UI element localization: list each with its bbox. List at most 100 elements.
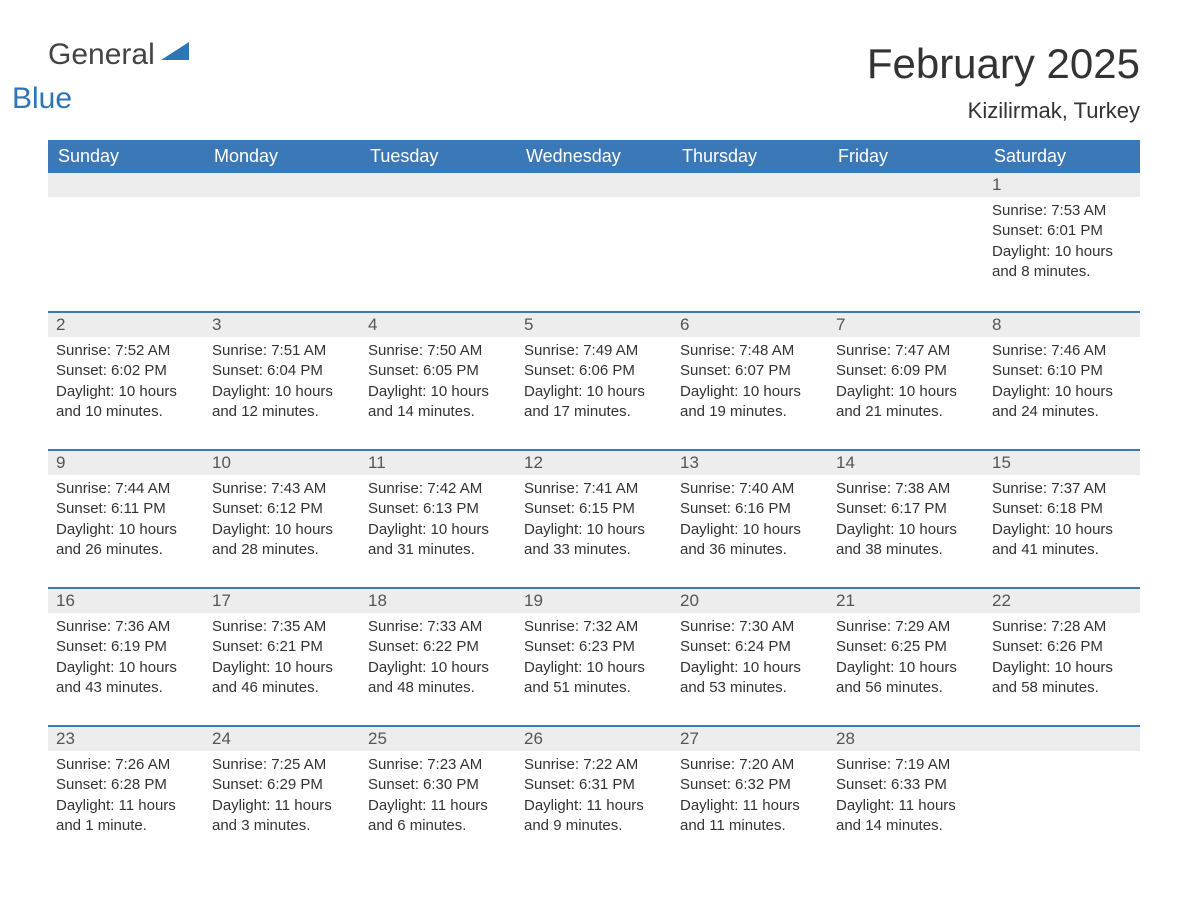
calendar-cell: 10Sunrise: 7:43 AMSunset: 6:12 PMDayligh… xyxy=(204,449,360,587)
calendar-cell: 1Sunrise: 7:53 AMSunset: 6:01 PMDaylight… xyxy=(984,173,1140,311)
daylight-line: Daylight: 11 hours and 14 minutes. xyxy=(836,796,976,837)
day-number: 21 xyxy=(828,587,984,613)
sunset-line: Sunset: 6:11 PM xyxy=(56,499,196,519)
calendar-cell: 12Sunrise: 7:41 AMSunset: 6:15 PMDayligh… xyxy=(516,449,672,587)
sunrise-line: Sunrise: 7:37 AM xyxy=(992,479,1132,499)
day-number: 17 xyxy=(204,587,360,613)
calendar-cell xyxy=(48,173,204,311)
sunrise-line: Sunrise: 7:49 AM xyxy=(524,341,664,361)
calendar-cell: 21Sunrise: 7:29 AMSunset: 6:25 PMDayligh… xyxy=(828,587,984,725)
sunrise-line: Sunrise: 7:51 AM xyxy=(212,341,352,361)
sunrise-line: Sunrise: 7:53 AM xyxy=(992,201,1132,221)
sunrise-line: Sunrise: 7:44 AM xyxy=(56,479,196,499)
sunrise-line: Sunrise: 7:52 AM xyxy=(56,341,196,361)
sunset-line: Sunset: 6:28 PM xyxy=(56,775,196,795)
sunrise-line: Sunrise: 7:23 AM xyxy=(368,755,508,775)
empty-day-bar xyxy=(828,173,984,197)
day-details: Sunrise: 7:38 AMSunset: 6:17 PMDaylight:… xyxy=(828,475,984,568)
calendar-cell: 15Sunrise: 7:37 AMSunset: 6:18 PMDayligh… xyxy=(984,449,1140,587)
calendar-cell: 24Sunrise: 7:25 AMSunset: 6:29 PMDayligh… xyxy=(204,725,360,863)
sunrise-line: Sunrise: 7:36 AM xyxy=(56,617,196,637)
sunset-line: Sunset: 6:10 PM xyxy=(992,361,1132,381)
sunset-line: Sunset: 6:26 PM xyxy=(992,637,1132,657)
calendar-cell: 16Sunrise: 7:36 AMSunset: 6:19 PMDayligh… xyxy=(48,587,204,725)
sunrise-line: Sunrise: 7:43 AM xyxy=(212,479,352,499)
day-details: Sunrise: 7:33 AMSunset: 6:22 PMDaylight:… xyxy=(360,613,516,706)
sunrise-line: Sunrise: 7:25 AM xyxy=(212,755,352,775)
day-number: 18 xyxy=(360,587,516,613)
calendar-cell: 6Sunrise: 7:48 AMSunset: 6:07 PMDaylight… xyxy=(672,311,828,449)
sunrise-line: Sunrise: 7:28 AM xyxy=(992,617,1132,637)
empty-day-bar xyxy=(984,725,1140,751)
daylight-line: Daylight: 10 hours and 10 minutes. xyxy=(56,382,196,423)
daylight-line: Daylight: 10 hours and 19 minutes. xyxy=(680,382,820,423)
calendar-cell xyxy=(828,173,984,311)
calendar-cell: 11Sunrise: 7:42 AMSunset: 6:13 PMDayligh… xyxy=(360,449,516,587)
sunset-line: Sunset: 6:06 PM xyxy=(524,361,664,381)
daylight-line: Daylight: 11 hours and 6 minutes. xyxy=(368,796,508,837)
weekday-header: Saturday xyxy=(984,140,1140,173)
sunset-line: Sunset: 6:18 PM xyxy=(992,499,1132,519)
day-details: Sunrise: 7:44 AMSunset: 6:11 PMDaylight:… xyxy=(48,475,204,568)
day-number: 2 xyxy=(48,311,204,337)
calendar-cell: 7Sunrise: 7:47 AMSunset: 6:09 PMDaylight… xyxy=(828,311,984,449)
sunrise-line: Sunrise: 7:19 AM xyxy=(836,755,976,775)
calendar-row: 16Sunrise: 7:36 AMSunset: 6:19 PMDayligh… xyxy=(48,587,1140,725)
day-details: Sunrise: 7:22 AMSunset: 6:31 PMDaylight:… xyxy=(516,751,672,844)
calendar-cell: 5Sunrise: 7:49 AMSunset: 6:06 PMDaylight… xyxy=(516,311,672,449)
weekday-header: Sunday xyxy=(48,140,204,173)
daylight-line: Daylight: 10 hours and 43 minutes. xyxy=(56,658,196,699)
sunrise-line: Sunrise: 7:22 AM xyxy=(524,755,664,775)
sunrise-line: Sunrise: 7:26 AM xyxy=(56,755,196,775)
sunrise-line: Sunrise: 7:30 AM xyxy=(680,617,820,637)
sunset-line: Sunset: 6:09 PM xyxy=(836,361,976,381)
day-number: 6 xyxy=(672,311,828,337)
day-number: 11 xyxy=(360,449,516,475)
sunset-line: Sunset: 6:04 PM xyxy=(212,361,352,381)
calendar-cell: 23Sunrise: 7:26 AMSunset: 6:28 PMDayligh… xyxy=(48,725,204,863)
calendar-cell: 25Sunrise: 7:23 AMSunset: 6:30 PMDayligh… xyxy=(360,725,516,863)
calendar-cell: 4Sunrise: 7:50 AMSunset: 6:05 PMDaylight… xyxy=(360,311,516,449)
sunset-line: Sunset: 6:33 PM xyxy=(836,775,976,795)
day-number: 13 xyxy=(672,449,828,475)
sunrise-line: Sunrise: 7:32 AM xyxy=(524,617,664,637)
empty-day-bar xyxy=(48,173,204,197)
sunset-line: Sunset: 6:01 PM xyxy=(992,221,1132,241)
day-details: Sunrise: 7:49 AMSunset: 6:06 PMDaylight:… xyxy=(516,337,672,430)
day-number: 4 xyxy=(360,311,516,337)
day-details: Sunrise: 7:50 AMSunset: 6:05 PMDaylight:… xyxy=(360,337,516,430)
empty-day-bar xyxy=(672,173,828,197)
sunset-line: Sunset: 6:31 PM xyxy=(524,775,664,795)
day-details: Sunrise: 7:29 AMSunset: 6:25 PMDaylight:… xyxy=(828,613,984,706)
sunrise-line: Sunrise: 7:42 AM xyxy=(368,479,508,499)
day-number: 25 xyxy=(360,725,516,751)
day-number: 14 xyxy=(828,449,984,475)
day-number: 19 xyxy=(516,587,672,613)
day-number: 9 xyxy=(48,449,204,475)
sunrise-line: Sunrise: 7:47 AM xyxy=(836,341,976,361)
daylight-line: Daylight: 10 hours and 21 minutes. xyxy=(836,382,976,423)
calendar-cell: 13Sunrise: 7:40 AMSunset: 6:16 PMDayligh… xyxy=(672,449,828,587)
day-details: Sunrise: 7:32 AMSunset: 6:23 PMDaylight:… xyxy=(516,613,672,706)
header: General Blue February 2025 Kizilirmak, T… xyxy=(48,40,1140,134)
daylight-line: Daylight: 10 hours and 58 minutes. xyxy=(992,658,1132,699)
calendar-cell: 20Sunrise: 7:30 AMSunset: 6:24 PMDayligh… xyxy=(672,587,828,725)
day-details: Sunrise: 7:48 AMSunset: 6:07 PMDaylight:… xyxy=(672,337,828,430)
sunset-line: Sunset: 6:23 PM xyxy=(524,637,664,657)
weekday-header: Wednesday xyxy=(516,140,672,173)
day-number: 16 xyxy=(48,587,204,613)
day-number: 5 xyxy=(516,311,672,337)
daylight-line: Daylight: 10 hours and 26 minutes. xyxy=(56,520,196,561)
day-details: Sunrise: 7:42 AMSunset: 6:13 PMDaylight:… xyxy=(360,475,516,568)
sunset-line: Sunset: 6:22 PM xyxy=(368,637,508,657)
day-details: Sunrise: 7:23 AMSunset: 6:30 PMDaylight:… xyxy=(360,751,516,844)
calendar-cell: 8Sunrise: 7:46 AMSunset: 6:10 PMDaylight… xyxy=(984,311,1140,449)
sunrise-line: Sunrise: 7:33 AM xyxy=(368,617,508,637)
calendar-cell: 14Sunrise: 7:38 AMSunset: 6:17 PMDayligh… xyxy=(828,449,984,587)
sunset-line: Sunset: 6:21 PM xyxy=(212,637,352,657)
calendar-row: 9Sunrise: 7:44 AMSunset: 6:11 PMDaylight… xyxy=(48,449,1140,587)
daylight-line: Daylight: 10 hours and 46 minutes. xyxy=(212,658,352,699)
calendar-cell xyxy=(672,173,828,311)
sunrise-line: Sunrise: 7:29 AM xyxy=(836,617,976,637)
day-number: 22 xyxy=(984,587,1140,613)
